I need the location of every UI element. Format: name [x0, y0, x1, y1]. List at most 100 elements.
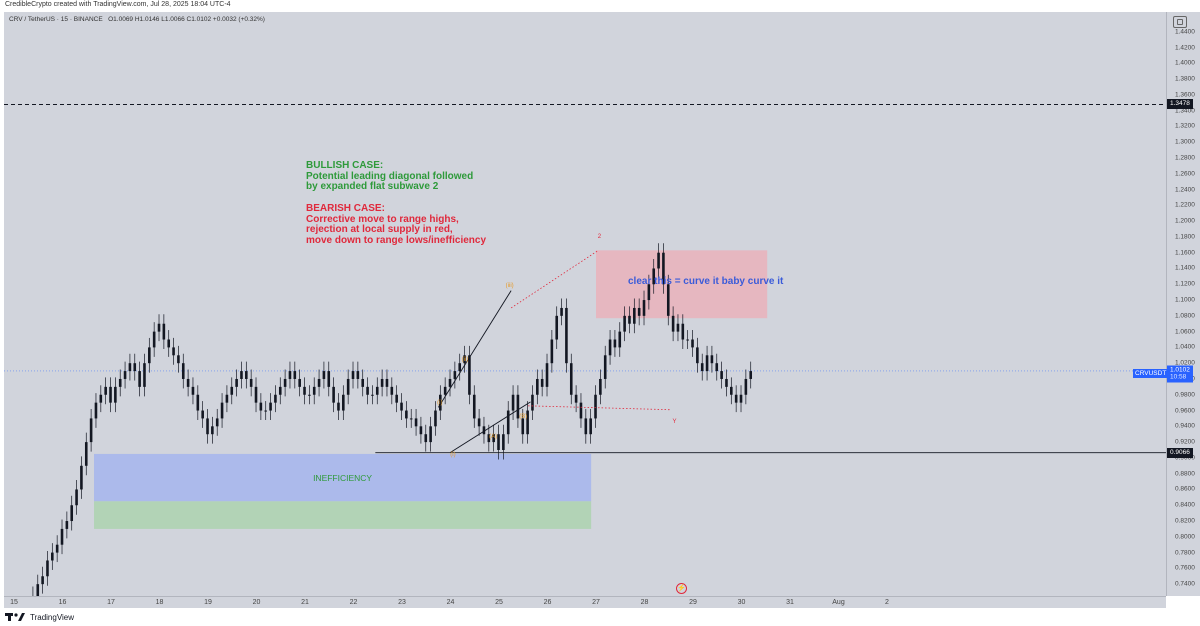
wave-label[interactable]: (i) [437, 400, 443, 407]
price-chart-canvas[interactable] [4, 12, 1166, 596]
candle-body [603, 355, 607, 379]
wave-label[interactable]: (B) [519, 413, 528, 420]
current-price-tag: 1.0102 10:58 [1167, 365, 1193, 383]
candle-body [196, 394, 200, 411]
candle-body [186, 378, 190, 387]
candle-body [99, 394, 103, 403]
candle-body [623, 315, 626, 332]
time-tick-label: 21 [301, 599, 309, 606]
candle-body [366, 386, 369, 395]
candle-body [468, 355, 471, 395]
candle-body [327, 371, 331, 387]
candle-body [75, 489, 78, 506]
time-tick-label: 24 [446, 599, 455, 606]
time-tick-label: 28 [640, 599, 649, 606]
candle-body [65, 521, 69, 529]
bar-countdown: 10:58 [1170, 373, 1187, 381]
replay-icon[interactable]: ⚡ [676, 583, 687, 594]
candle-body [337, 402, 340, 411]
candle-body [628, 315, 631, 324]
candle-body [390, 386, 394, 395]
red-dotted-rise-line [510, 250, 599, 309]
price-tick-label: 0.8400 [1175, 501, 1195, 509]
inefficiency-label[interactable]: INEFFICIENCY [313, 472, 373, 483]
wave-label[interactable]: (i) [450, 451, 456, 458]
candle-body [152, 331, 156, 348]
candle-body [458, 363, 462, 372]
candle-body [322, 371, 326, 379]
chart-pane[interactable]: CRV / TetherUS · 15 · BINANCE O1.0069 H1… [4, 12, 1166, 596]
wave-label[interactable]: (iii) [505, 282, 514, 289]
footer-bar: TradingView [0, 608, 1200, 626]
price-tick-label: 0.7600 [1175, 564, 1195, 572]
wave-label[interactable]: 2 [597, 233, 602, 240]
candle-body [395, 394, 398, 403]
candle-body [676, 323, 680, 332]
symbol-price-tag: CRVUSDT [1133, 362, 1169, 380]
candle-body [637, 307, 641, 316]
candle-body [36, 584, 40, 596]
axis-settings-icon[interactable] [1173, 16, 1187, 28]
candle-body [201, 410, 204, 419]
candle-body [371, 394, 374, 396]
price-tick-label: 1.2200 [1175, 201, 1195, 209]
current-price-value: 1.0102 [1170, 366, 1190, 374]
time-tick-label: 26 [543, 599, 552, 606]
candle-body [579, 402, 583, 419]
candle-body [414, 418, 418, 427]
candle-body [259, 402, 263, 411]
price-tick-label: 1.1600 [1175, 249, 1195, 257]
bearish-case-note[interactable]: BEARISH CASE: Corrective move to range h… [306, 203, 487, 246]
wave-label[interactable]: Y [672, 418, 677, 425]
candle-body [351, 371, 355, 379]
candle-body [293, 371, 297, 379]
candle-body [516, 394, 520, 419]
candle-body [657, 252, 660, 269]
price-tick-label: 1.0600 [1175, 328, 1195, 336]
candle-body [405, 410, 408, 419]
price-tick-label: 1.0400 [1175, 343, 1195, 351]
candle-body [308, 394, 311, 396]
supply-zone-note[interactable]: clear this = curve it baby curve it [628, 276, 784, 287]
time-tick-label: 25 [495, 599, 503, 606]
time-tick-label: 31 [786, 599, 794, 606]
price-tick-label: 0.8600 [1175, 485, 1195, 493]
candle-body [749, 371, 753, 379]
candle-body [89, 418, 93, 443]
candle-body [477, 418, 481, 427]
candle-body [288, 371, 292, 379]
candle-body [618, 331, 622, 348]
candle-body [725, 378, 728, 387]
candle-body [647, 284, 651, 301]
wave-label[interactable]: (ii) [461, 357, 469, 364]
candle-body [211, 426, 214, 435]
diagonal-upper-line [437, 290, 512, 408]
time-tick-label: 16 [58, 599, 67, 606]
candle-body [148, 347, 151, 364]
candle-body [744, 378, 748, 395]
time-tick-label: 27 [592, 599, 600, 606]
candle-body [375, 386, 379, 395]
bullish-case-note[interactable]: BULLISH CASE: Potential leading diagonal… [306, 160, 474, 192]
symbol-name[interactable]: CRV / TetherUS · 15 · BINANCE [9, 16, 103, 23]
candle-body [80, 465, 83, 490]
symbol-tag-label: CRVUSDT [1133, 368, 1169, 378]
candle-body [671, 315, 675, 332]
time-tick-label: Aug [832, 599, 845, 606]
candle-body [215, 418, 219, 427]
candle-body [249, 378, 253, 387]
time-axis[interactable]: 15 16 17 18 19 20 21 22 23 24 25 26 27 28 29 30 31 Aug 2 [4, 596, 1166, 609]
candle-body [118, 378, 122, 387]
candle-body [400, 402, 403, 411]
candle-body [123, 371, 127, 379]
candle-body [584, 418, 588, 435]
candle-body [691, 339, 694, 348]
time-tick-label: 2 [885, 599, 889, 606]
price-tick-label: 1.3000 [1175, 138, 1195, 146]
symbol-legend[interactable]: CRV / TetherUS · 15 · BINANCE O1.0069 H1… [9, 16, 265, 23]
candle-body [642, 300, 646, 316]
wave-label[interactable]: (A) [489, 434, 498, 441]
candle-body [700, 363, 704, 372]
price-tick-label: 1.3800 [1175, 75, 1195, 83]
candle-body [429, 426, 432, 443]
